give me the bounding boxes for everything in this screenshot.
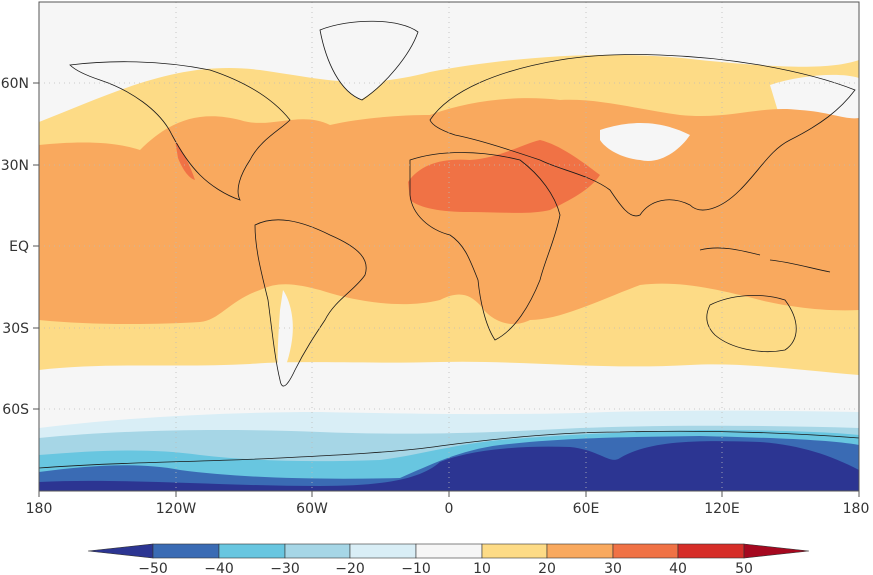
colorbar-bin-8: [612, 543, 679, 559]
colorbar-upper-arrow: [743, 543, 810, 559]
colorbar-label-40: 40: [669, 561, 687, 575]
tibet-cold: [600, 123, 690, 161]
lon-label-0: 0: [445, 501, 454, 517]
coast-africa: [409, 152, 561, 341]
coast-indonesia: [699, 247, 831, 273]
colorbar-label-10: 10: [473, 561, 491, 575]
colorbar-bin-7: [546, 543, 614, 559]
lat-label-30s: 30S: [2, 321, 29, 337]
lat-labels: 60N 30N EQ 30S 60S: [1, 76, 29, 418]
lon-labels: 180 120W 60W 0 60E 120E 180: [26, 501, 870, 517]
contour-30-40-namerica: [175, 140, 195, 180]
map-field: [39, 2, 859, 491]
lon-label-180w: 180: [26, 501, 53, 517]
colorbar-label-minus20: −20: [335, 561, 365, 575]
lon-label-120e: 120E: [704, 501, 740, 517]
coast-antarctica: [39, 430, 859, 469]
lat-label-60n: 60N: [1, 76, 29, 92]
colorbar-bin-1: [152, 543, 220, 559]
colorbar-label-50: 50: [735, 561, 753, 575]
arctic-east-cold: [770, 74, 859, 120]
lat-label-60s: 60S: [2, 402, 29, 418]
greenland-cold: [320, 18, 415, 100]
lat-label-30n: 30N: [1, 158, 29, 174]
colorbar-bin-9: [677, 543, 745, 559]
coastlines: [39, 20, 859, 469]
coast-australia: [706, 295, 797, 353]
colorbar-bin-6: [481, 543, 548, 559]
lon-label-60w: 60W: [296, 501, 328, 517]
lon-label-120w: 120W: [156, 501, 197, 517]
colorbar-bin-3: [284, 543, 351, 559]
coast-greenland: [319, 20, 419, 101]
colorbar-label-minus50: −50: [138, 561, 168, 575]
lon-label-60e: 60E: [573, 501, 600, 517]
lon-label-180e: 180: [843, 501, 870, 517]
colorbar-label-minus10: −10: [401, 561, 431, 575]
colorbar-label-minus30: −30: [270, 561, 300, 575]
coast-south-america: [254, 219, 367, 387]
coast-eurasia: [429, 54, 856, 217]
coast-north-america: [69, 61, 291, 201]
colorbar: −50 −40 −30 −20 −10 10 20 30 40 50: [87, 543, 810, 575]
contour-below-minus50: [39, 441, 859, 491]
colorbar-bin-4: [349, 543, 417, 559]
colorbar-label-30: 30: [604, 561, 622, 575]
andes-cold: [277, 290, 293, 380]
colorbar-label-20: 20: [538, 561, 556, 575]
colorbar-bin-5: [415, 543, 483, 559]
colorbar-bin-2: [218, 543, 286, 559]
gridlines: [39, 2, 859, 491]
lat-label-eq: EQ: [9, 239, 29, 255]
tick-marks: [33, 82, 860, 497]
colorbar-label-minus40: −40: [204, 561, 234, 575]
colorbar-lower-arrow: [87, 543, 154, 559]
